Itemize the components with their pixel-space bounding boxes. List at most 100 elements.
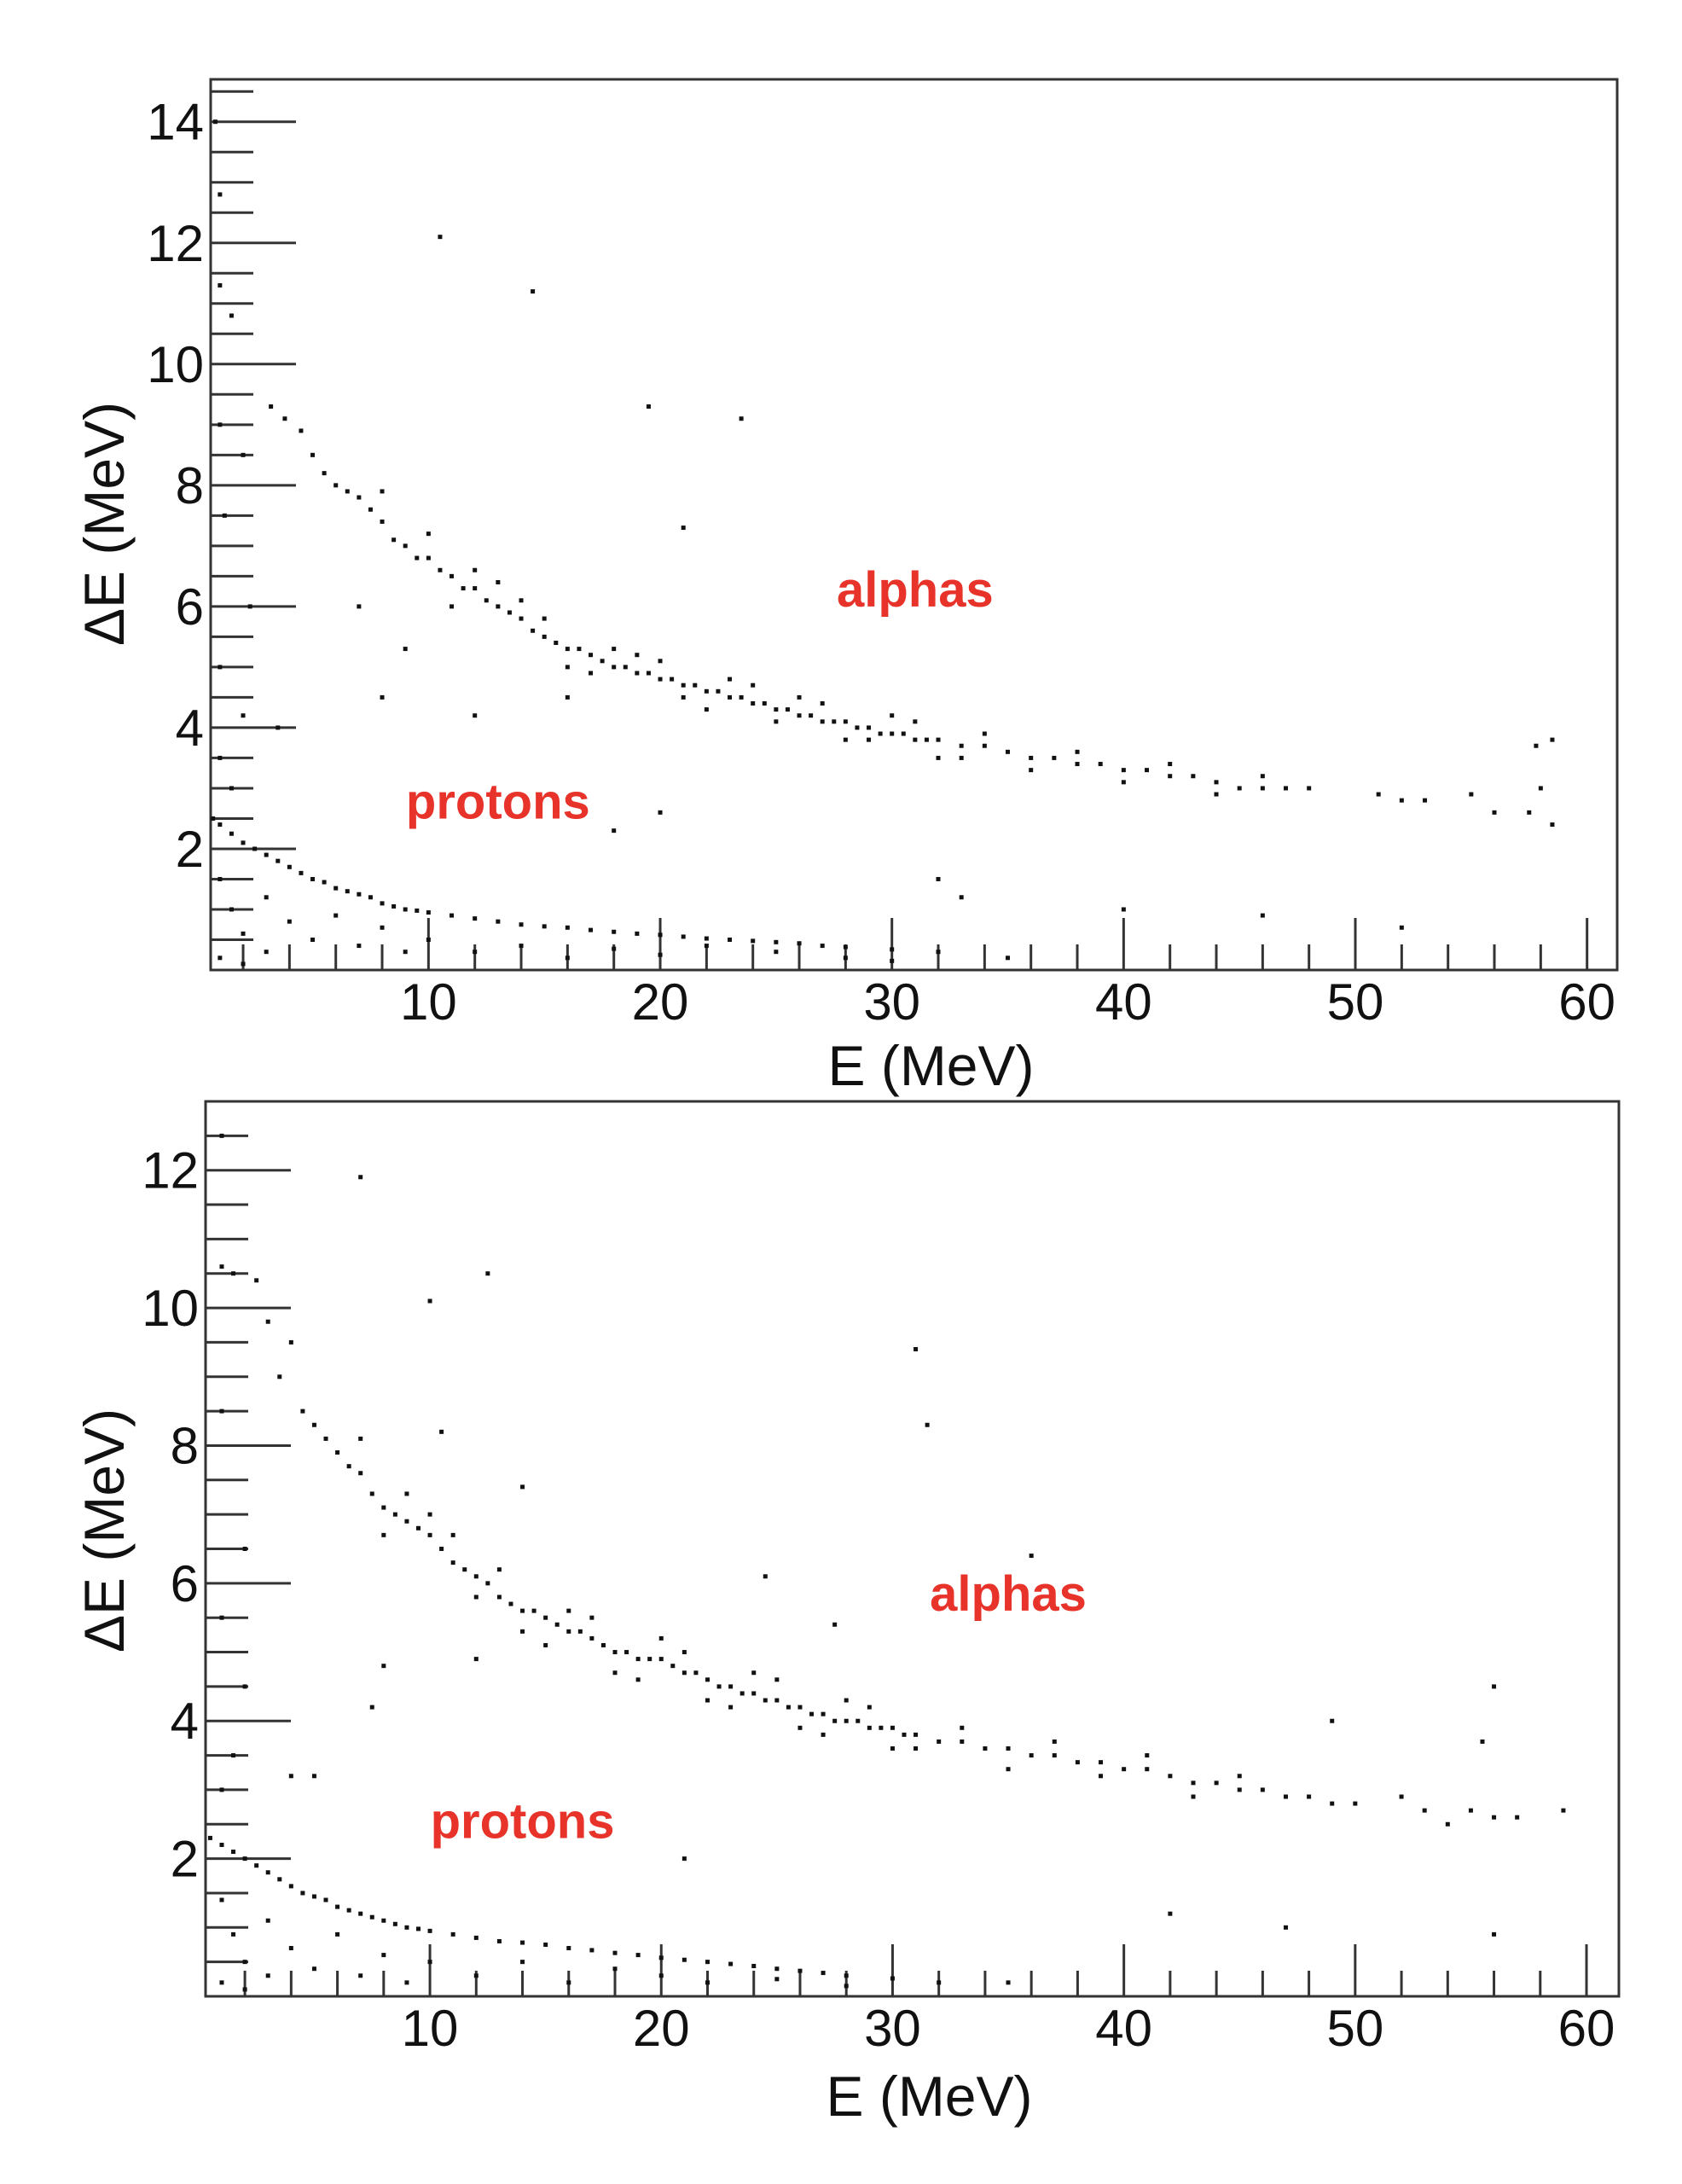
alpha-point xyxy=(658,659,663,664)
proton-point xyxy=(310,876,316,881)
proton-point xyxy=(843,944,848,950)
proton-point xyxy=(566,1946,571,1951)
alpha-point xyxy=(369,1491,374,1496)
proton-point xyxy=(415,908,420,913)
alpha-point xyxy=(1237,1774,1242,1779)
outlier-point xyxy=(485,1271,490,1276)
alpha-point xyxy=(1330,1801,1335,1806)
alpha-point xyxy=(1515,1815,1520,1820)
outlier-point xyxy=(242,1684,247,1689)
proton-point xyxy=(219,1842,224,1847)
alpha-point xyxy=(774,1677,780,1682)
alpha-point xyxy=(890,731,895,736)
proton-point xyxy=(426,910,431,915)
alpha-point xyxy=(705,1677,710,1682)
outlier-point xyxy=(565,694,570,700)
x-tick-label: 50 xyxy=(1326,2000,1383,2057)
alpha-point xyxy=(936,755,941,760)
proton-point xyxy=(218,956,223,961)
proton-point xyxy=(427,1928,432,1933)
alpha-point xyxy=(1145,1753,1150,1758)
outlier-point xyxy=(959,895,964,900)
alpha-point xyxy=(1353,1801,1358,1806)
annotation-alphas: alphas xyxy=(837,562,994,618)
alpha-point xyxy=(358,1436,363,1441)
proton-point xyxy=(658,1973,664,1978)
outlier-point xyxy=(925,1422,930,1427)
alpha-point xyxy=(392,1512,397,1517)
outlier-point xyxy=(222,513,227,518)
x-tick-label: 30 xyxy=(863,973,920,1031)
y-tick-label: 6 xyxy=(171,1555,199,1612)
alpha-point xyxy=(832,719,837,724)
alpha-point xyxy=(335,1450,340,1455)
alpha-point xyxy=(300,1409,305,1414)
alpha-point xyxy=(427,1512,432,1517)
outlier-point xyxy=(520,1484,525,1490)
alpha-point xyxy=(1214,780,1219,785)
outlier-point xyxy=(1492,1931,1497,1937)
alpha-point xyxy=(404,1519,409,1524)
alpha-point xyxy=(844,1698,849,1703)
outlier-point xyxy=(427,1298,432,1304)
y-axis-title: ΔE (MeV) xyxy=(72,402,136,646)
proton-point xyxy=(682,1957,687,1962)
outlier-point xyxy=(936,876,941,881)
alpha-point xyxy=(774,1698,780,1703)
outlier-point xyxy=(369,1705,374,1710)
proton-point xyxy=(219,1897,224,1902)
x-tick-label: 40 xyxy=(1095,2000,1152,2057)
alpha-point xyxy=(1006,1767,1011,1772)
alpha-point xyxy=(751,1670,757,1676)
y-tick-label: 8 xyxy=(176,457,204,514)
alpha-point xyxy=(774,719,779,724)
proton-point xyxy=(774,939,779,944)
y-tick-label: 8 xyxy=(171,1417,199,1474)
outlier-point xyxy=(218,422,223,427)
alpha-point xyxy=(357,495,362,500)
alpha-point xyxy=(1191,1780,1196,1786)
proton-point xyxy=(520,1940,525,1945)
proton-point xyxy=(635,931,640,936)
proton-point xyxy=(334,886,339,891)
proton-point xyxy=(450,1931,455,1937)
alpha-point xyxy=(589,1615,594,1620)
alpha-point xyxy=(867,1725,872,1730)
alpha-point xyxy=(1422,1808,1427,1813)
outlier-point xyxy=(763,1574,768,1579)
proton-point xyxy=(357,944,362,949)
proton-point xyxy=(403,907,408,912)
alpha-point xyxy=(1099,1774,1104,1779)
outlier-point xyxy=(219,1615,224,1620)
proton-point xyxy=(543,1942,548,1947)
alpha-point xyxy=(450,604,455,609)
alpha-point xyxy=(658,1635,664,1641)
proton-point xyxy=(450,913,455,918)
proton-point xyxy=(231,1850,236,1855)
proton-point xyxy=(589,1948,594,1953)
x-tick-label: 60 xyxy=(1558,973,1615,1031)
alpha-point xyxy=(1168,1774,1173,1779)
proton-point xyxy=(229,786,234,791)
proton-point xyxy=(368,895,373,900)
outlier-point xyxy=(358,1175,363,1180)
alpha-point xyxy=(507,610,512,615)
alpha-point xyxy=(473,1574,478,1579)
proton-point xyxy=(1006,956,1011,961)
alpha-point xyxy=(843,737,848,742)
alpha-point xyxy=(960,1739,965,1744)
alpha-point xyxy=(647,1657,652,1662)
alpha-point xyxy=(473,1594,478,1600)
alpha-point xyxy=(751,701,756,706)
proton-point xyxy=(751,938,756,944)
alpha-point xyxy=(1283,1794,1288,1799)
panel-1: 2 4 6 8 10 12 14 10 20 30 40 50 60 E (MeV) ΔE (MeV) alp… xyxy=(72,78,1619,1097)
alpha-point xyxy=(542,616,547,621)
proton-point xyxy=(936,950,941,955)
alpha-point xyxy=(682,1670,687,1676)
proton-point xyxy=(937,1980,942,1985)
annotation-protons: protons xyxy=(406,774,590,829)
y-tick-label: 10 xyxy=(142,1280,199,1337)
outlier-point xyxy=(231,1271,236,1276)
